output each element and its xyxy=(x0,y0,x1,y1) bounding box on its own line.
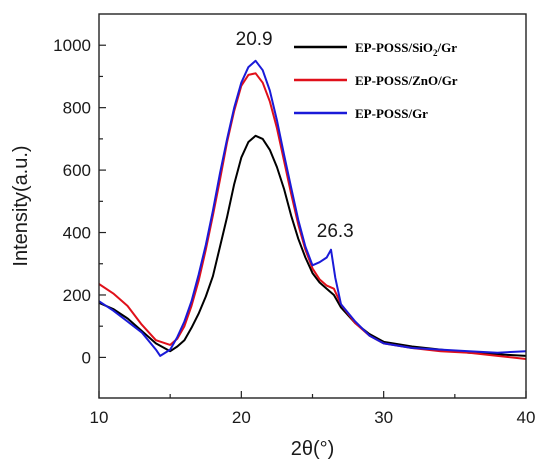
y-tick-label: 1000 xyxy=(53,36,91,55)
legend-label: EP-POSS/SiO2/Gr xyxy=(355,40,457,58)
y-tick-label: 600 xyxy=(63,161,91,180)
x-tick-label: 20 xyxy=(232,408,251,427)
y-axis-title: Intensity(a.u.) xyxy=(10,145,32,266)
series-layer xyxy=(98,59,527,360)
series-line-2 xyxy=(98,72,527,360)
annotations: 20.9 26.3 xyxy=(236,29,354,242)
x-tick-label: 10 xyxy=(90,408,109,427)
series-line-3 xyxy=(98,59,527,357)
x-axis-title: 2θ(°) xyxy=(291,438,335,460)
series-line-1 xyxy=(98,134,527,357)
legend: EP-POSS/SiO2/Gr EP-POSS/ZnO/Gr EP-POSS/Gr xyxy=(294,40,458,121)
peak-annotation: 26.3 xyxy=(317,221,354,242)
peak-annotation: 20.9 xyxy=(236,29,273,50)
plot-frame xyxy=(98,13,527,399)
legend-label: EP-POSS/ZnO/Gr xyxy=(355,73,458,88)
legend-label: EP-POSS/Gr xyxy=(355,106,428,121)
y-tick-label: 0 xyxy=(82,348,91,367)
y-tick-label: 400 xyxy=(63,224,91,243)
x-tick-label: 40 xyxy=(517,408,536,427)
x-tick-label: 30 xyxy=(374,408,393,427)
y-tick-label: 200 xyxy=(63,286,91,305)
y-tick-label: 800 xyxy=(63,99,91,118)
